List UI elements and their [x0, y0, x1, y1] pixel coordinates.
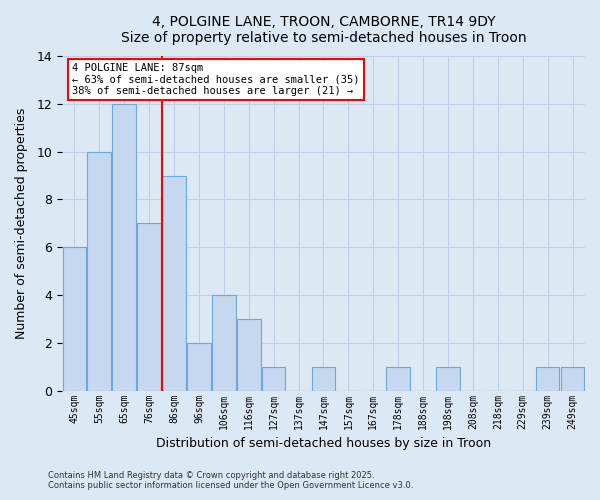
Bar	[386, 366, 410, 390]
Bar	[137, 224, 161, 390]
Bar	[536, 366, 559, 390]
Y-axis label: Number of semi-detached properties: Number of semi-detached properties	[15, 108, 28, 339]
Bar	[262, 366, 286, 390]
Bar	[237, 319, 260, 390]
Bar	[561, 366, 584, 390]
Bar	[62, 248, 86, 390]
X-axis label: Distribution of semi-detached houses by size in Troon: Distribution of semi-detached houses by …	[156, 437, 491, 450]
Bar	[162, 176, 186, 390]
Bar	[187, 343, 211, 390]
Bar	[212, 295, 236, 390]
Bar	[436, 366, 460, 390]
Bar	[112, 104, 136, 391]
Title: 4, POLGINE LANE, TROON, CAMBORNE, TR14 9DY
Size of property relative to semi-det: 4, POLGINE LANE, TROON, CAMBORNE, TR14 9…	[121, 15, 526, 45]
Text: Contains HM Land Registry data © Crown copyright and database right 2025.
Contai: Contains HM Land Registry data © Crown c…	[48, 470, 413, 490]
Bar	[88, 152, 111, 390]
Bar	[311, 366, 335, 390]
Text: 4 POLGINE LANE: 87sqm
← 63% of semi-detached houses are smaller (35)
38% of semi: 4 POLGINE LANE: 87sqm ← 63% of semi-deta…	[73, 63, 360, 96]
